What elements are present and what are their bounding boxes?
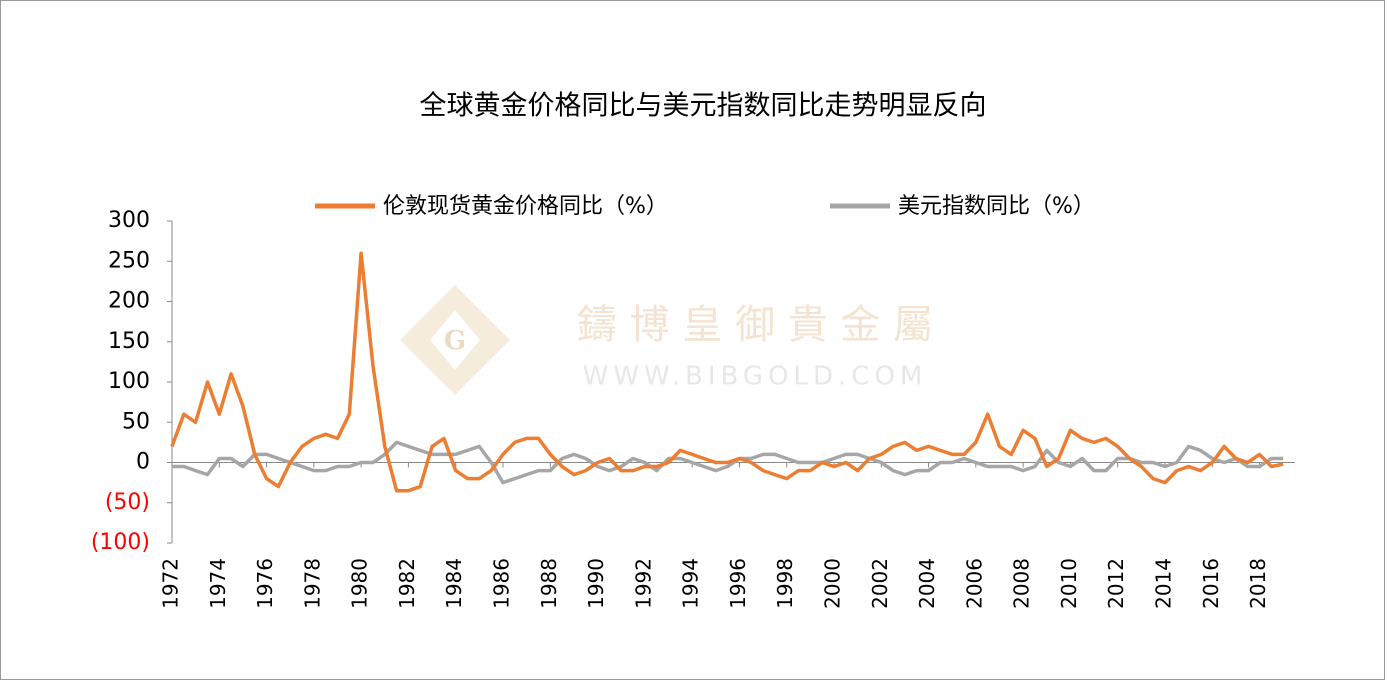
y-tick-label: (50)	[105, 490, 150, 515]
series-line	[170, 251, 1284, 493]
x-tick-label: 1992	[631, 558, 655, 609]
x-tick-label: 2014	[1151, 558, 1175, 609]
x-tick-label: 1972	[159, 558, 183, 609]
y-tick-label: 50	[122, 409, 150, 434]
y-tick-label: 200	[108, 289, 150, 314]
x-tick-label: 2006	[962, 558, 986, 609]
logo: G	[444, 326, 466, 356]
legend-label: 美元指数同比（%）	[898, 194, 1095, 219]
x-tick-label: 2016	[1199, 558, 1223, 609]
x-tick-label: 1984	[442, 558, 466, 609]
x-tick-label: 1974	[206, 558, 230, 609]
legend-label: 伦敦现货黄金价格同比（%）	[383, 194, 668, 219]
x-tick-label: 2000	[820, 558, 844, 609]
x-tick-label: 2004	[915, 558, 939, 609]
x-tick-label: 1998	[773, 558, 797, 609]
x-tick-label: 1978	[300, 558, 324, 609]
y-tick-label: 150	[108, 329, 150, 354]
logo-shape	[430, 310, 480, 370]
x-tick-label: 1990	[584, 558, 608, 609]
x-tick-label: 2012	[1104, 558, 1128, 609]
chart-title: 全球黄金价格同比与美元指数同比走势明显反向	[420, 91, 987, 122]
watermark-name: 鑄 博 皇 御 貴 金 屬	[577, 302, 933, 348]
x-tick-label: 1986	[489, 558, 513, 609]
x-tick-label: 2002	[868, 558, 892, 609]
x-tick-label: 1982	[395, 558, 419, 609]
y-tick-label: 100	[108, 369, 150, 394]
y-tick-label: 300	[108, 208, 150, 233]
watermark: G 鑄 博 皇 御 貴 金 屬 WWW.BIBGOLD.COM	[400, 285, 933, 395]
x-tick-label: 2018	[1246, 558, 1270, 609]
x-tick-label: 2008	[1010, 558, 1034, 609]
x-tick-label: 1988	[537, 558, 561, 609]
logo-shape	[400, 285, 510, 395]
x-tick-label: 1994	[679, 558, 703, 609]
x-tick-label: 1996	[726, 558, 750, 609]
watermark-url: WWW.BIBGOLD.COM	[583, 362, 928, 392]
y-tick-label: 0	[136, 450, 150, 475]
series-line	[172, 440, 1284, 485]
x-tick-label: 1980	[348, 558, 372, 609]
y-tick-label: 250	[108, 248, 150, 273]
y-tick-label: (100)	[91, 530, 150, 555]
x-tick-label: 1976	[253, 558, 277, 609]
x-tick-label: 2010	[1057, 558, 1081, 609]
